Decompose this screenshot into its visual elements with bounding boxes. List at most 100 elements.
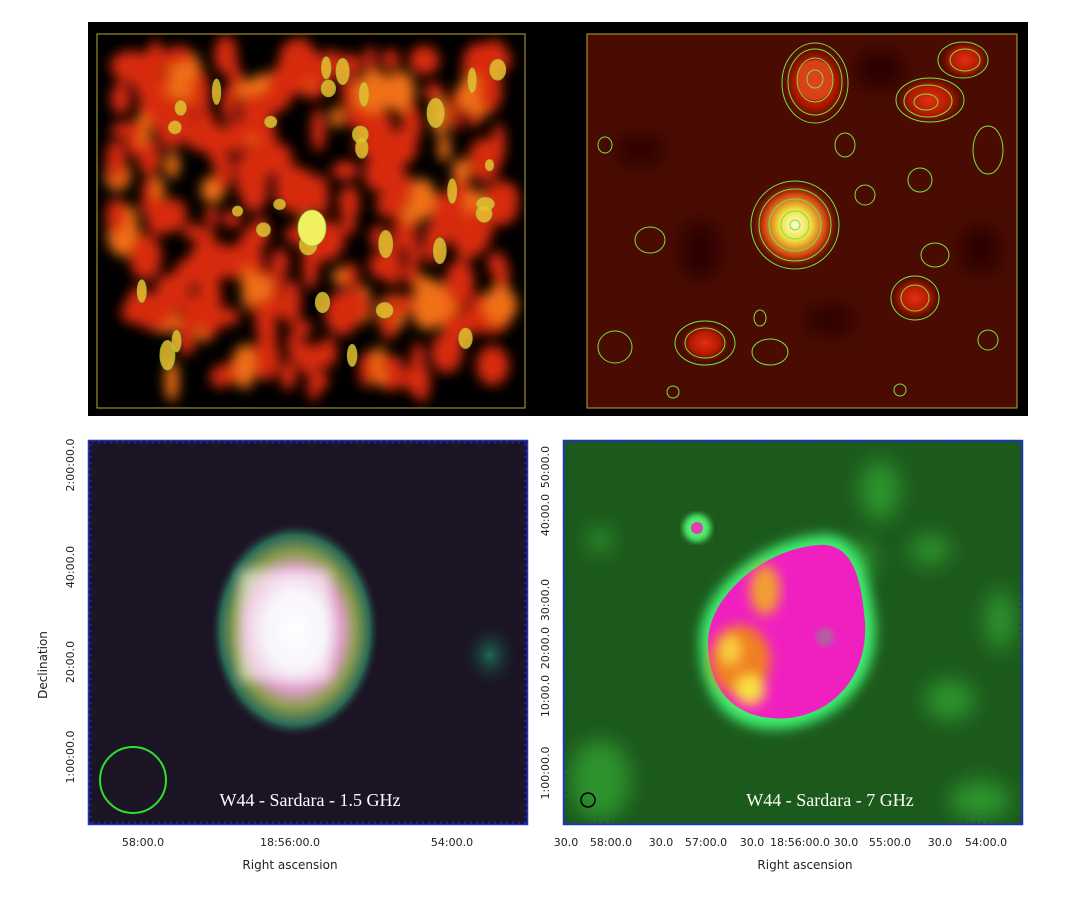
- spot: [320, 79, 337, 98]
- blob: [280, 279, 302, 326]
- axes-frame: [87, 439, 529, 826]
- blob: [228, 63, 242, 92]
- w44-7ghz-map: [564, 441, 1022, 824]
- spot: [335, 57, 350, 86]
- blob: [214, 35, 238, 75]
- blob: [445, 260, 475, 306]
- top-left-map: [104, 35, 520, 403]
- spot: [447, 178, 458, 204]
- blob: [221, 94, 237, 121]
- blob: [476, 345, 509, 386]
- blob: [380, 355, 404, 375]
- blob: [389, 179, 408, 207]
- blob: [381, 49, 400, 70]
- x-tick-label: 54:00.0: [431, 836, 473, 849]
- blob: [203, 248, 221, 297]
- blob: [410, 342, 425, 384]
- blob: [331, 161, 359, 181]
- blob: [368, 251, 397, 280]
- blob: [204, 206, 219, 227]
- x-tick-label: 30.0: [554, 836, 579, 849]
- blob: [239, 93, 276, 125]
- blob: [364, 46, 377, 69]
- top-right-map: [587, 34, 1017, 408]
- tick-marks: 58:00.0 18:56:00.0 54:00.0 2:00:00.0 40:00.0…: [64, 439, 1022, 849]
- blob: [169, 62, 203, 83]
- y-tick-label: 2:00:00.0: [64, 439, 77, 492]
- blob: [209, 365, 233, 388]
- blob: [330, 105, 344, 129]
- blob: [110, 82, 131, 115]
- x-tick-label: 58:00.0: [122, 836, 164, 849]
- spot: [358, 82, 369, 107]
- blob: [358, 351, 374, 388]
- spot: [467, 67, 477, 93]
- blob: [406, 241, 422, 266]
- spot: [136, 279, 147, 303]
- blob: [181, 296, 210, 329]
- spot: [346, 343, 358, 367]
- spot: [426, 97, 445, 129]
- y-tick-label: 1:00:00.0: [64, 731, 77, 784]
- blob: [249, 247, 264, 275]
- blob: [161, 95, 177, 125]
- spot: [159, 339, 176, 371]
- blob: [418, 283, 432, 320]
- spot: [375, 302, 394, 319]
- blob: [364, 125, 396, 168]
- spot: [351, 125, 369, 144]
- x-tick-label: 58:00.0: [590, 836, 632, 849]
- spot: [314, 291, 331, 314]
- blob: [409, 45, 440, 75]
- x-tick-label: 30.0: [928, 836, 953, 849]
- x-tick-label: 30.0: [834, 836, 859, 849]
- blob: [344, 262, 359, 290]
- blob: [313, 173, 329, 219]
- blob: [370, 346, 388, 387]
- blob: [436, 220, 461, 244]
- blob: [287, 329, 302, 361]
- panel-frame: [586, 33, 1018, 409]
- y-tick-label: 1:00:00.0: [539, 747, 552, 800]
- x-tick-label: 55:00.0: [869, 836, 911, 849]
- blob: [255, 298, 274, 344]
- blob: [384, 70, 416, 112]
- y-tick-label: 40:00.0: [64, 546, 77, 588]
- beam: [580, 792, 596, 808]
- blob: [202, 311, 218, 339]
- blob: [295, 343, 324, 374]
- blob: [363, 157, 389, 191]
- blob: [183, 223, 203, 241]
- spot: [484, 159, 495, 172]
- spot: [297, 209, 327, 247]
- blob: [234, 343, 256, 390]
- blob: [251, 336, 280, 381]
- x-tick-label: 18:56:00.0: [770, 836, 830, 849]
- y-tick-label: 20:00.0: [539, 627, 552, 669]
- blob: [437, 135, 451, 162]
- blob: [215, 246, 241, 279]
- blob: [165, 151, 180, 179]
- blob: [105, 198, 127, 233]
- x-tick-label: 30.0: [740, 836, 765, 849]
- blob: [341, 288, 370, 323]
- spot: [458, 327, 473, 349]
- x-tick-label: 54:00.0: [965, 836, 1007, 849]
- spot: [321, 56, 332, 80]
- axes-frame: [562, 439, 1024, 826]
- blob: [129, 233, 162, 281]
- spot: [231, 205, 244, 217]
- blob: [487, 251, 506, 276]
- spot: [174, 100, 187, 116]
- panel-label: W44 - Sardara - 7 GHz: [746, 790, 913, 810]
- blob: [279, 360, 297, 390]
- blob: [249, 274, 272, 302]
- blob: [443, 316, 458, 334]
- blob: [287, 167, 310, 188]
- blob: [121, 300, 146, 324]
- y-tick-label: 20:00.0: [64, 641, 77, 683]
- y-tick-label: 30:00.0: [539, 579, 552, 621]
- spot: [256, 222, 271, 237]
- blob: [294, 319, 312, 338]
- x-axis-label: Right ascension: [757, 858, 852, 872]
